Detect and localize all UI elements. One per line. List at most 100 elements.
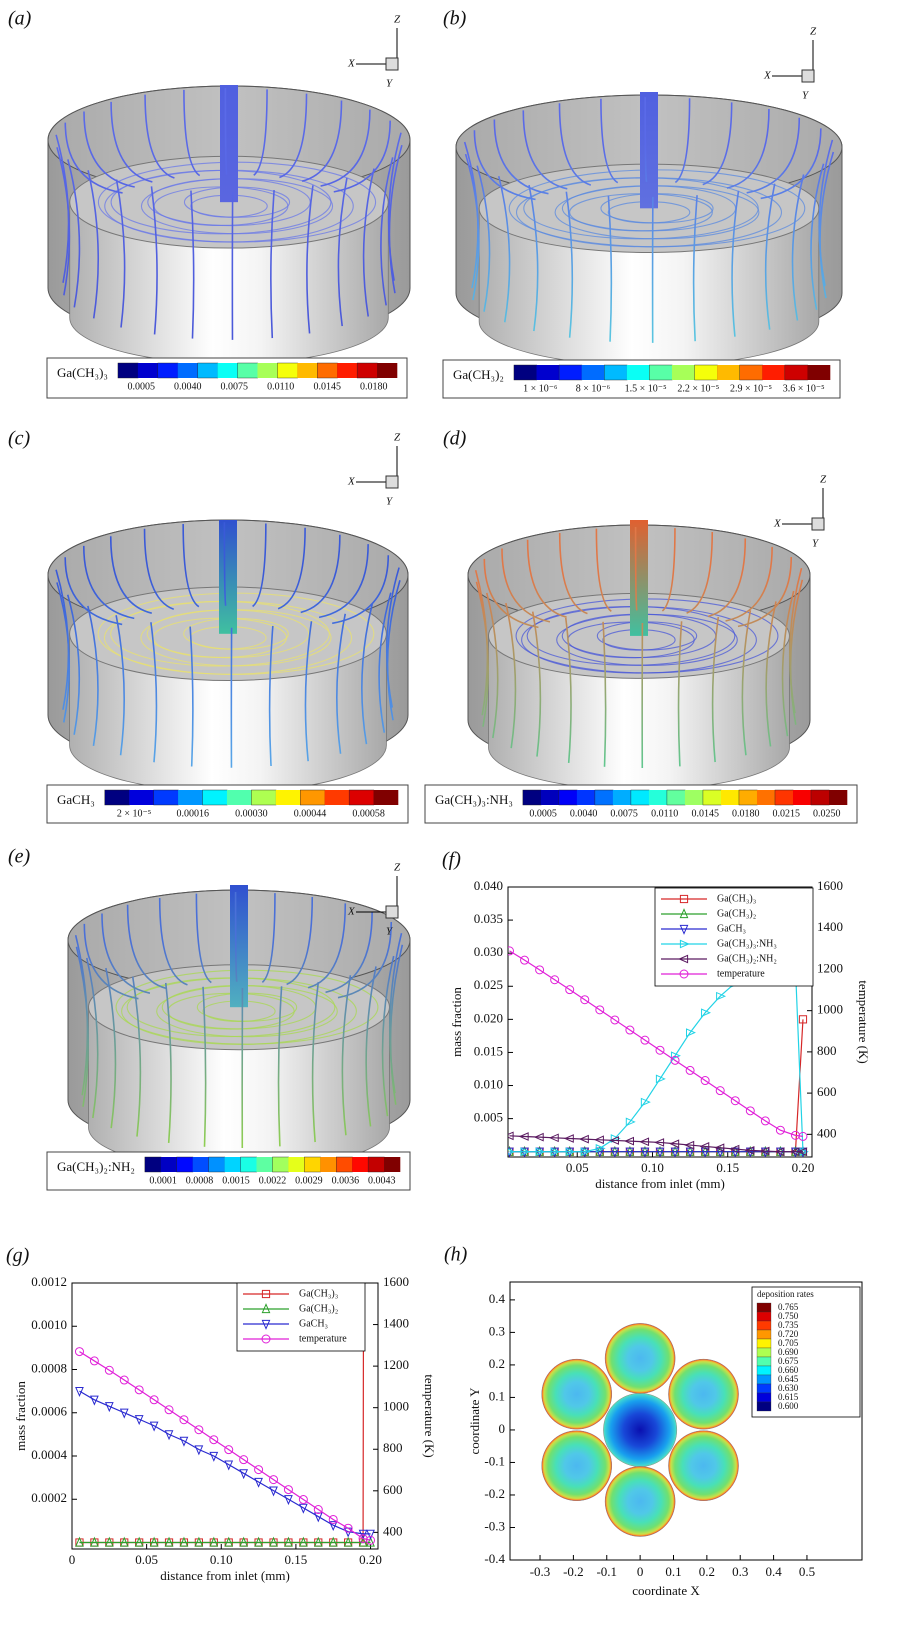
streamline (279, 93, 308, 179)
colorbar-swatch (810, 789, 830, 806)
colorbar-tick: 0.00016 (176, 808, 209, 819)
colorbar-swatch (807, 365, 831, 380)
streamline (634, 527, 638, 611)
streamline (83, 111, 135, 188)
triad-label: Y (386, 926, 394, 938)
triad-cube (811, 517, 825, 531)
y2-axis-label: temperature (K) (422, 1374, 437, 1457)
colorbar-swatch (226, 790, 252, 805)
data-point (550, 1147, 561, 1157)
x-tick-label: 0.10 (641, 1160, 664, 1175)
streamline (202, 986, 207, 1147)
streamline (325, 911, 373, 994)
data-point (535, 965, 545, 975)
colorbar-title: GaCH₃ (57, 792, 95, 807)
streamline (270, 190, 275, 339)
panel-label: (c) (8, 428, 31, 450)
data-point (254, 1536, 263, 1547)
streamline (361, 603, 374, 745)
data-point (164, 1405, 174, 1415)
streamline (565, 191, 574, 338)
colorbar-swatch (694, 364, 718, 381)
streamline (791, 174, 805, 321)
streamline (558, 532, 588, 615)
colorbar-title: Ga(CH₃)₂ (453, 367, 504, 382)
data-point (624, 1136, 635, 1146)
colorbar-tick: 0.0001 (149, 1175, 177, 1186)
streamline (320, 109, 371, 187)
data-point (269, 1486, 278, 1497)
colorbar-swatch (356, 362, 378, 379)
data-point (299, 1536, 308, 1547)
triad-cube (385, 905, 399, 919)
streamline (150, 622, 158, 763)
data-point (328, 1536, 338, 1547)
streamline (150, 186, 158, 335)
data-point (239, 1469, 249, 1480)
x-tick-label: 0.5 (799, 1564, 815, 1579)
streamline (789, 568, 803, 714)
panel-label: (e) (8, 846, 31, 868)
x-axis-label: coordinate X (632, 1583, 700, 1598)
colorbar-tick: 0.0040 (570, 808, 598, 819)
streamline (82, 545, 135, 620)
jet-column (219, 520, 237, 634)
streamline (158, 897, 188, 986)
data-point (701, 1008, 711, 1018)
streamline (686, 532, 714, 614)
colorbar-title: Ga(CH₃)₂:NH₂ (57, 1159, 135, 1174)
y-tick-label: 0.025 (474, 977, 503, 992)
data-point (358, 1529, 368, 1540)
y-axis-label: mass fraction (449, 987, 464, 1057)
colorbar-swatch (756, 1401, 772, 1412)
data-point (797, 1147, 808, 1157)
y2-tick-label: 1600 (383, 1274, 409, 1289)
streamline (189, 626, 194, 767)
panel-label: (g) (6, 1245, 30, 1267)
colorbar-swatch (337, 363, 358, 378)
streamline (336, 613, 347, 754)
colorbar-tick: 0.0145 (313, 381, 341, 392)
data-point (775, 1125, 785, 1135)
y-tick-label: 0.0010 (31, 1317, 67, 1332)
colorbar-swatch (304, 1156, 321, 1173)
colorbar-swatch (352, 1157, 369, 1172)
colorbar-swatch (774, 789, 794, 806)
y-tick-label: -0.2 (484, 1486, 505, 1501)
colorbar-swatch (756, 1356, 772, 1367)
data-point (298, 1495, 308, 1505)
y-tick-label: 0.010 (474, 1077, 503, 1092)
y-tick-label: 0.020 (474, 1010, 503, 1025)
colorbar-swatch (513, 364, 538, 381)
colorbar-tick: 0.0022 (259, 1175, 287, 1186)
streamline (131, 976, 142, 1137)
data-point (283, 1485, 293, 1495)
streamline (380, 157, 394, 306)
streamline (483, 558, 539, 629)
y-tick-label: 0.0002 (31, 1490, 67, 1505)
colorbar-swatch (104, 789, 130, 806)
data-point (685, 1028, 696, 1037)
colorbar-tick: 0.0180 (360, 381, 388, 392)
data-point (224, 1460, 234, 1471)
data-point (179, 1536, 189, 1547)
y2-tick-label: 1000 (383, 1399, 409, 1414)
colorbar-swatch (792, 790, 812, 805)
data-point (179, 1436, 189, 1447)
streamline (253, 89, 268, 176)
colorbar-tick: 0.00044 (294, 808, 327, 819)
colorbar-swatch (217, 363, 238, 378)
triad-label: X (347, 476, 356, 488)
x-tick-label: 0.20 (792, 1160, 815, 1175)
y2-tick-label: 1400 (383, 1316, 409, 1331)
render (67, 885, 411, 1171)
colorbar-tick: 0.0110 (651, 808, 678, 819)
streamline (164, 982, 172, 1144)
colorbar-tick: 0.00030 (235, 808, 268, 819)
streamline (781, 590, 795, 737)
colorbar-label: 0.750 (778, 1311, 799, 1321)
triad-label: X (773, 518, 782, 530)
streamline (64, 122, 123, 194)
data-point (284, 1495, 293, 1506)
